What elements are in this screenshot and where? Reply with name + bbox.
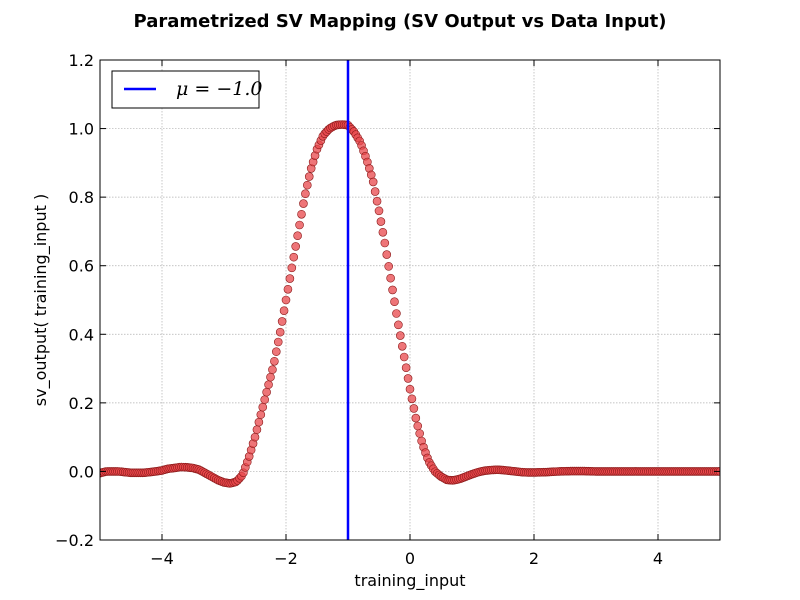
scatter-point — [277, 317, 287, 326]
scatter-point — [380, 238, 390, 248]
x-tick-label: 4 — [653, 549, 663, 568]
scatter-point — [283, 284, 293, 294]
plot-area — [100, 60, 720, 540]
scatter-point — [399, 352, 409, 362]
scatter-point — [409, 404, 419, 413]
scatter-point — [388, 285, 397, 295]
scatter-point — [386, 273, 395, 283]
y-tick-label: 1.2 — [69, 51, 94, 70]
scatter-point — [368, 177, 378, 187]
scatter-point — [366, 170, 376, 180]
scatter-point — [266, 372, 275, 382]
scatter-point — [372, 196, 382, 206]
scatter-point — [254, 417, 264, 427]
scatter-point — [291, 242, 300, 251]
scatter-point — [403, 374, 413, 383]
scatter-point — [297, 209, 306, 219]
legend: μ = −1.0 — [111, 70, 262, 109]
chart-title: Parametrized SV Mapping (SV Output vs Da… — [134, 11, 667, 32]
scatter-point — [295, 220, 304, 230]
scatter-point — [396, 331, 405, 340]
scatter-point — [258, 402, 268, 412]
scatter-point — [384, 262, 393, 271]
scatter-point — [374, 206, 384, 216]
y-tick-label: −0.2 — [55, 531, 94, 550]
ticks-layer: −4 −2 0 2 4 −0.2 0.0 0.2 0.4 0.6 0.8 1.0 1.2 — [55, 51, 720, 568]
y-tick-label: 0.0 — [69, 462, 94, 481]
scatter-point — [268, 365, 277, 374]
scatter-point — [289, 252, 299, 262]
scatter-point — [260, 395, 269, 404]
scatter-point — [415, 429, 424, 438]
scatter-point — [270, 356, 279, 366]
points-layer — [100, 120, 720, 488]
scatter-point — [376, 217, 386, 226]
scatter-point — [411, 413, 421, 423]
scatter-point — [394, 320, 403, 330]
scatter-point — [392, 309, 401, 318]
scatter-point — [279, 306, 289, 316]
scatter-point — [252, 425, 262, 434]
scatter-point — [301, 189, 310, 199]
legend-label-mu: μ = −1.0 — [176, 78, 262, 100]
scatter-point — [413, 421, 423, 431]
scatter-point — [304, 172, 314, 181]
scatter-point — [281, 295, 291, 305]
scatter-point — [285, 274, 295, 283]
scatter-point — [390, 297, 399, 307]
y-tick-label: 0.2 — [69, 394, 94, 413]
scatter-point — [401, 363, 411, 373]
y-tick-label: 0.8 — [69, 188, 94, 207]
scatter-point — [405, 384, 415, 394]
y-tick-label: 1.0 — [69, 120, 94, 139]
scatter-point — [275, 327, 285, 337]
scatter-point — [273, 337, 283, 347]
scatter-point — [262, 387, 271, 397]
scatter-point — [370, 187, 380, 196]
scatter-point — [299, 199, 308, 208]
scatter-point — [397, 341, 407, 351]
x-axis-label: training_input — [354, 571, 465, 591]
y-axis-label: sv_output( training_input ) — [31, 194, 51, 406]
y-tick-label: 0.6 — [69, 257, 94, 276]
scatter-point — [378, 227, 388, 237]
scatter-point — [272, 347, 281, 356]
scatter-point — [293, 231, 302, 241]
scatter-point — [407, 394, 417, 404]
scatter-point — [303, 180, 312, 190]
x-tick-label: 2 — [529, 549, 539, 568]
scatter-point — [250, 432, 260, 442]
scatter-point — [382, 250, 392, 259]
x-tick-label: 0 — [405, 549, 415, 568]
scatter-point — [264, 380, 273, 389]
x-tick-label: −4 — [150, 549, 174, 568]
y-tick-label: 0.4 — [69, 325, 94, 344]
scatter-point — [287, 263, 297, 273]
scatter-point — [256, 410, 266, 419]
x-tick-label: −2 — [274, 549, 298, 568]
